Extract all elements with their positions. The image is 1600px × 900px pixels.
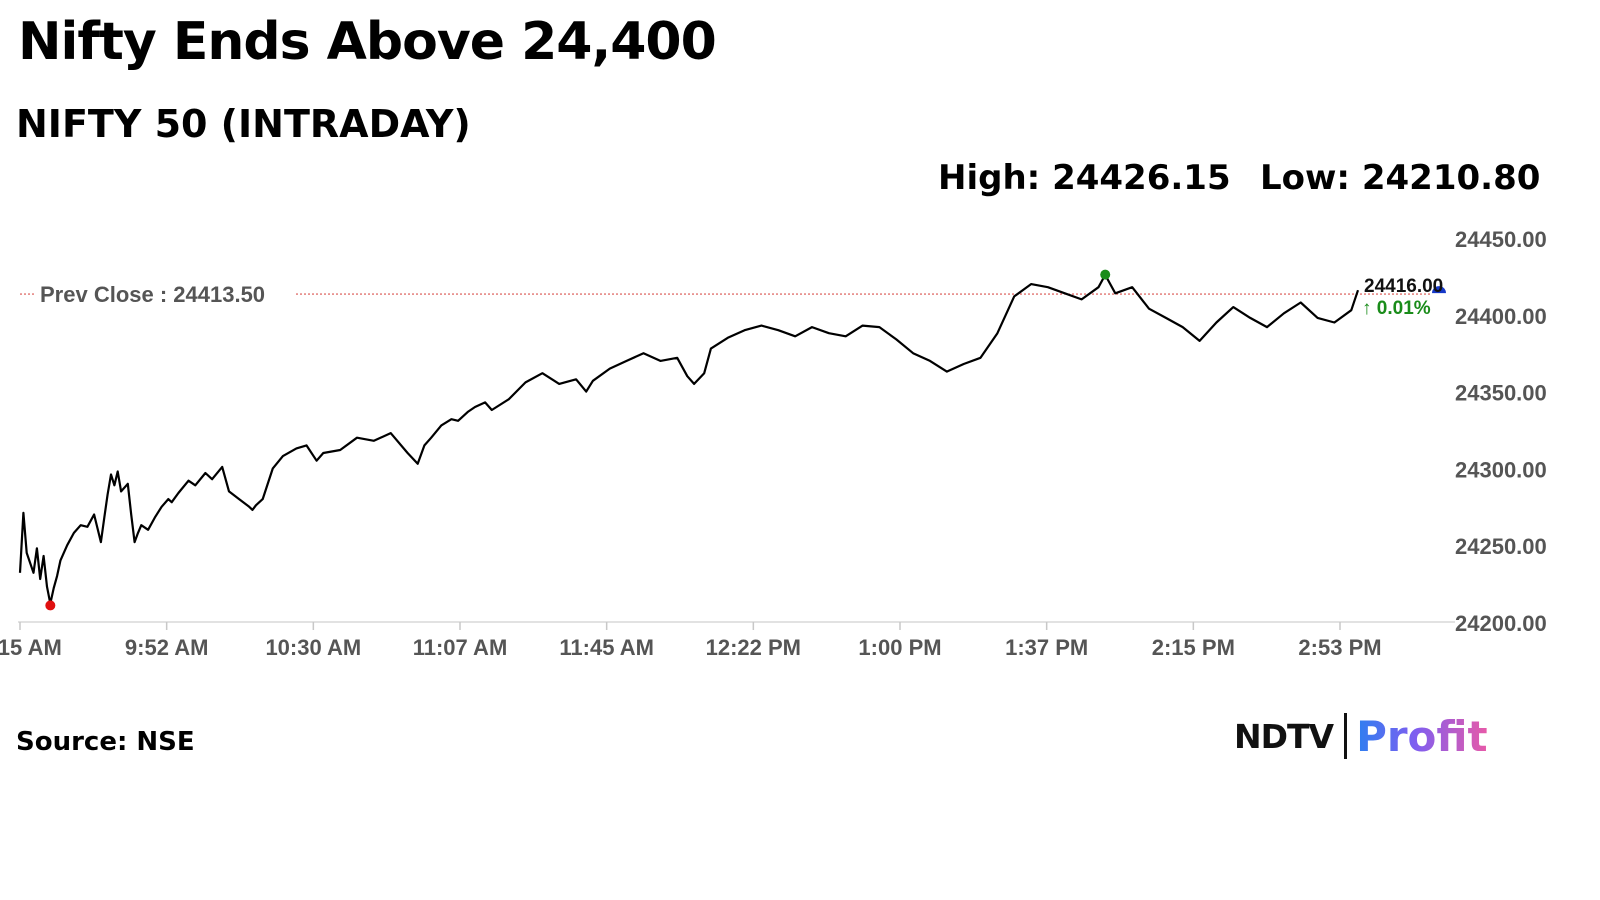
last-price-label: 24416.00 (1364, 276, 1443, 297)
source-note: Source: NSE (16, 727, 195, 757)
price-series-line (18, 273, 1360, 605)
y-axis: 24200.00 24250.00 24300.00 24350.00 24400.00… (1455, 227, 1547, 636)
prev-close-label-bg (34, 278, 296, 309)
prev-close-label: Prev Close : 24413.50 (40, 282, 265, 307)
day-low-marker (45, 600, 56, 611)
x-tick-label: 9:15 AM (0, 635, 62, 660)
day-high-marker (1100, 269, 1111, 280)
day-high-label: High: 24426.15 (938, 158, 1231, 198)
x-tick-label: 12:22 PM (706, 635, 801, 660)
logo-ndtv-wordmark: NDTV (1234, 716, 1334, 756)
last-price-marker (1432, 286, 1446, 294)
ndtv-profit-logo: NDTV Profit (1234, 708, 1488, 764)
x-tick-label: 11:07 AM (413, 635, 508, 660)
x-tick-label: 11:45 AM (559, 635, 654, 660)
y-tick-label: 24350.00 (1455, 381, 1547, 406)
y-tick-label: 24200.00 (1455, 611, 1547, 636)
y-tick-label: 24250.00 (1455, 534, 1547, 559)
x-tick-label: 1:00 PM (858, 635, 941, 660)
logo-divider (1344, 713, 1348, 759)
logo-profit-wordmark: Profit (1356, 711, 1488, 761)
y-tick-label: 24400.00 (1455, 304, 1547, 329)
x-tick-label: 2:15 PM (1152, 635, 1235, 660)
day-low-label: Low: 24210.80 (1260, 158, 1541, 198)
x-tick-label: 9:52 AM (125, 635, 209, 660)
chart-headline: Nifty Ends Above 24,400 (18, 12, 717, 72)
chart-subtitle: NIFTY 50 (INTRADAY) (16, 102, 471, 146)
y-tick-label: 24300.00 (1455, 457, 1547, 482)
x-tick-label: 10:30 AM (265, 635, 361, 660)
change-percent-label: ↑ 0.01% (1362, 298, 1431, 319)
y-tick-label: 24450.00 (1455, 227, 1547, 252)
x-axis: 9:15 AM 9:52 AM 10:30 AM 11:07 AM 11:45 AM 12… (0, 622, 1382, 660)
x-tick-label: 2:53 PM (1298, 635, 1381, 660)
x-tick-label: 1:37 PM (1005, 635, 1088, 660)
